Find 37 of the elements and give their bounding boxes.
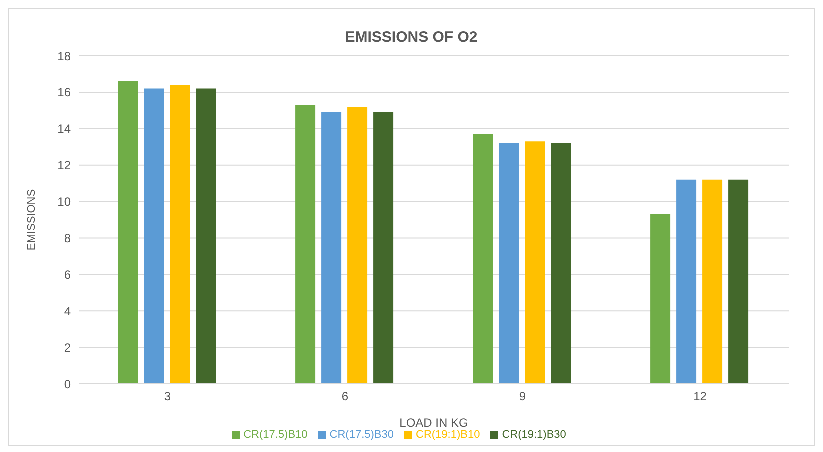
- y-axis-title: EMISSIONS: [26, 189, 38, 251]
- bar: [650, 214, 671, 384]
- y-tick-label: 18: [58, 49, 72, 64]
- y-tick-label: 10: [58, 195, 72, 210]
- legend-label: CR(17.5)B10: [244, 429, 308, 441]
- legend-label: CR(17.5)B30: [330, 429, 394, 441]
- y-tick-label: 8: [64, 231, 72, 246]
- bar: [144, 88, 164, 384]
- legend-label: CR(19:1)B10: [416, 429, 480, 441]
- y-tick-label: 6: [64, 268, 72, 282]
- y-tick-label: 4: [64, 304, 72, 318]
- bar: [499, 143, 520, 384]
- y-tick-label: 16: [58, 86, 72, 100]
- bar: [374, 112, 394, 384]
- bar: [196, 88, 216, 384]
- y-tick-label: 0: [64, 377, 72, 392]
- bar: [473, 134, 494, 384]
- bar: [702, 180, 723, 384]
- legend-label: CR(19:1)B30: [502, 429, 566, 441]
- bar: [348, 107, 368, 384]
- y-tick-label: 14: [58, 122, 72, 136]
- x-tick-label: 9: [519, 390, 526, 404]
- bar: [170, 85, 190, 384]
- bar: [728, 180, 749, 384]
- bar: [676, 180, 697, 384]
- bar: [118, 82, 138, 384]
- bar: [525, 142, 546, 384]
- x-axis-title: LOAD IN KG: [400, 416, 468, 430]
- bar: [322, 112, 342, 384]
- bar: [551, 143, 572, 384]
- y-tick-label: 12: [58, 158, 72, 173]
- x-tick-label: 6: [342, 390, 349, 404]
- bar: [296, 105, 316, 384]
- x-tick-label: 12: [694, 390, 708, 404]
- y-tick-label: 2: [64, 340, 72, 355]
- x-tick-label: 3: [164, 390, 172, 404]
- chart-title: EMISSIONS OF O2: [344, 29, 479, 46]
